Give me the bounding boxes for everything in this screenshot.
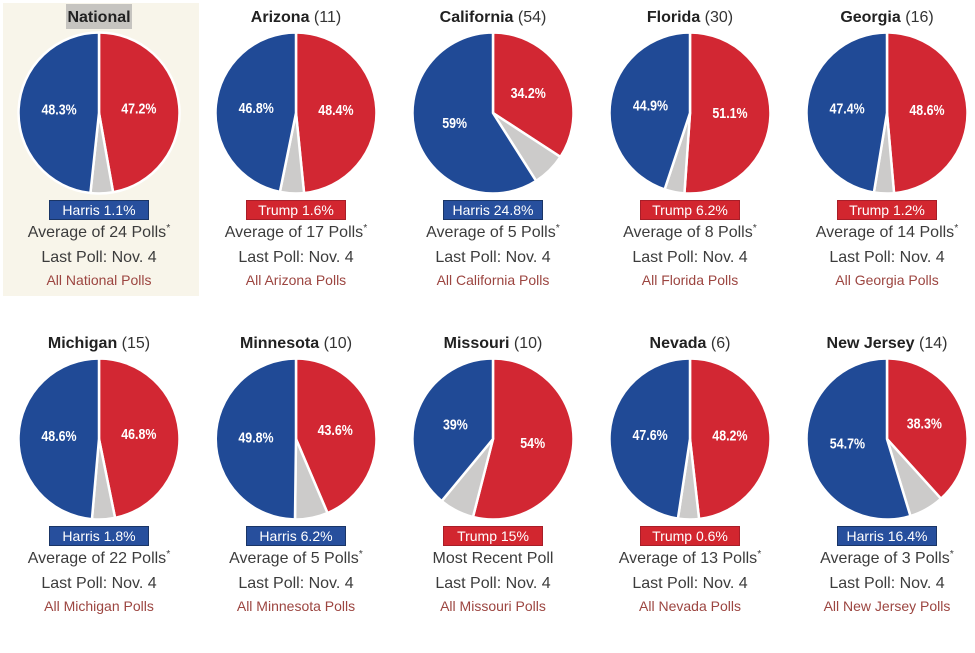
svg-text:38.3%: 38.3% [907,416,942,432]
svg-text:47.2%: 47.2% [121,101,156,117]
svg-text:51.1%: 51.1% [712,106,747,122]
svg-text:46.8%: 46.8% [239,101,274,117]
svg-text:48.6%: 48.6% [909,103,944,119]
svg-text:34.2%: 34.2% [511,86,546,102]
svg-text:46.8%: 46.8% [121,427,156,443]
svg-text:54.7%: 54.7% [830,437,865,453]
svg-text:49.8%: 49.8% [238,431,273,447]
svg-text:54%: 54% [520,436,545,452]
svg-text:43.6%: 43.6% [318,423,353,439]
svg-text:48.2%: 48.2% [712,429,747,445]
svg-text:48.6%: 48.6% [41,429,76,445]
svg-text:44.9%: 44.9% [633,98,668,114]
svg-text:47.4%: 47.4% [830,102,865,118]
svg-text:48.3%: 48.3% [42,103,77,119]
svg-text:39%: 39% [443,417,468,433]
svg-text:48.4%: 48.4% [318,103,353,119]
svg-text:47.6%: 47.6% [633,428,668,444]
svg-text:59%: 59% [442,116,467,132]
